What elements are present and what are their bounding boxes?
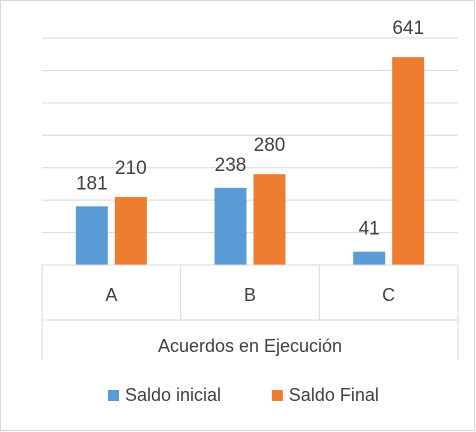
x-group-label: Acuerdos en Ejecución [158,336,342,356]
data-label: 238 [215,155,247,176]
legend-swatch [271,390,283,401]
x-tick-label: B [244,285,256,305]
legend-label: Saldo inicial [125,385,221,405]
data-label: 181 [76,173,108,194]
x-tick-label: A [105,285,117,305]
bar [253,174,286,265]
x-tick-label: C [382,285,395,305]
data-label: 41 [359,219,380,240]
legend-label: Saldo Final [289,385,379,405]
bar [392,57,425,265]
bar [114,196,147,265]
bar [75,206,108,265]
legend-swatch [108,390,119,401]
data-label: 210 [115,158,147,179]
data-label: 641 [392,18,424,39]
bar [353,251,386,265]
bar [214,187,247,265]
data-label: 280 [254,135,286,156]
